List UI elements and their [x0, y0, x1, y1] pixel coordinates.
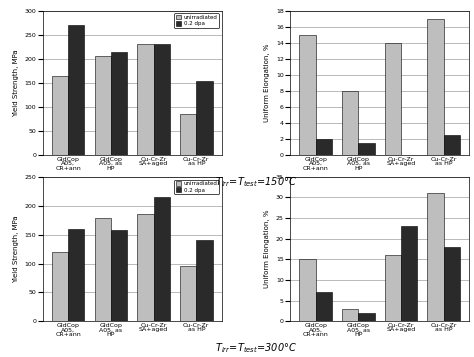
Bar: [316, 292, 332, 321]
Bar: [385, 255, 401, 321]
Y-axis label: Uniform Elongation, %: Uniform Elongation, %: [264, 44, 270, 122]
Bar: [154, 197, 170, 321]
Y-axis label: Uniform Elongation, %: Uniform Elongation, %: [264, 210, 270, 288]
Bar: [180, 114, 196, 155]
Text: T$_{irr}$=T$_{test}$=150°C: T$_{irr}$=T$_{test}$=150°C: [215, 175, 297, 188]
Bar: [196, 81, 212, 155]
Legend: unirradiated, 0.2 dpa: unirradiated, 0.2 dpa: [174, 180, 219, 194]
Bar: [300, 260, 316, 321]
Bar: [444, 135, 460, 155]
Bar: [68, 229, 84, 321]
Bar: [428, 19, 444, 155]
Bar: [196, 240, 212, 321]
Y-axis label: Yield Strength, MPa: Yield Strength, MPa: [13, 215, 19, 283]
Text: T$_{irr}$=T$_{test}$=300°C: T$_{irr}$=T$_{test}$=300°C: [215, 341, 297, 355]
Bar: [316, 139, 332, 155]
Bar: [342, 309, 358, 321]
Bar: [342, 91, 358, 155]
Bar: [358, 313, 374, 321]
Bar: [300, 35, 316, 155]
Bar: [401, 226, 417, 321]
Bar: [358, 143, 374, 155]
Bar: [95, 56, 111, 155]
Bar: [180, 266, 196, 321]
Legend: unirradiated, 0.2 dpa: unirradiated, 0.2 dpa: [174, 14, 219, 28]
Bar: [137, 215, 154, 321]
Bar: [111, 230, 127, 321]
Bar: [52, 76, 68, 155]
Bar: [52, 252, 68, 321]
Bar: [154, 44, 170, 155]
Bar: [385, 43, 401, 155]
Bar: [95, 218, 111, 321]
Bar: [428, 193, 444, 321]
Bar: [68, 25, 84, 155]
Bar: [111, 52, 127, 155]
Y-axis label: Yield Strength, MPa: Yield Strength, MPa: [13, 49, 19, 117]
Bar: [444, 247, 460, 321]
Bar: [137, 44, 154, 155]
